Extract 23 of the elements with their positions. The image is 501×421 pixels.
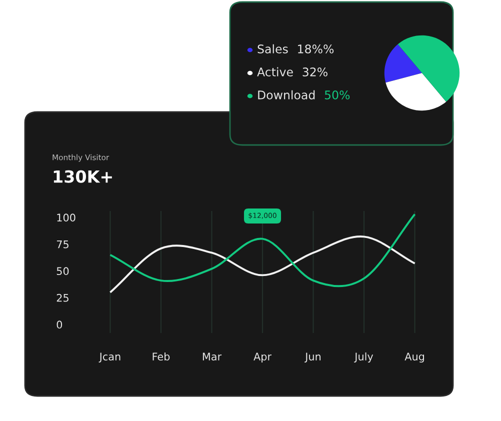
y-tick-label: 0 bbox=[56, 320, 62, 329]
data-label: 18%% bbox=[298, 44, 334, 54]
y-tick-label: 25 bbox=[56, 294, 68, 302]
x-tick-label: Feb bbox=[152, 352, 170, 361]
legend-label: Active bbox=[257, 67, 293, 76]
data-label: 50% bbox=[324, 90, 350, 100]
x-tick-label: Apr bbox=[254, 352, 272, 363]
y-tick-label: 100 bbox=[57, 214, 76, 222]
line-series bbox=[109, 236, 416, 294]
legend-label: Download bbox=[258, 90, 315, 100]
x-tick-label: Jun bbox=[304, 352, 321, 362]
pie-slice bbox=[384, 44, 422, 83]
x-tick-label: Jcan bbox=[98, 352, 120, 362]
y-tick-label: 50 bbox=[56, 267, 69, 276]
y-tick-label: 75 bbox=[56, 240, 68, 248]
x-tick-label: Aug bbox=[404, 352, 424, 363]
chart-subtitle: 130K+ bbox=[54, 170, 112, 183]
x-tick-label: Mar bbox=[202, 352, 222, 361]
legend-label: Sales bbox=[258, 44, 288, 54]
data-label: 32% bbox=[302, 67, 328, 76]
pie-slice bbox=[398, 35, 460, 102]
pie-slice bbox=[386, 73, 446, 111]
x-tick-label: July bbox=[354, 352, 374, 363]
